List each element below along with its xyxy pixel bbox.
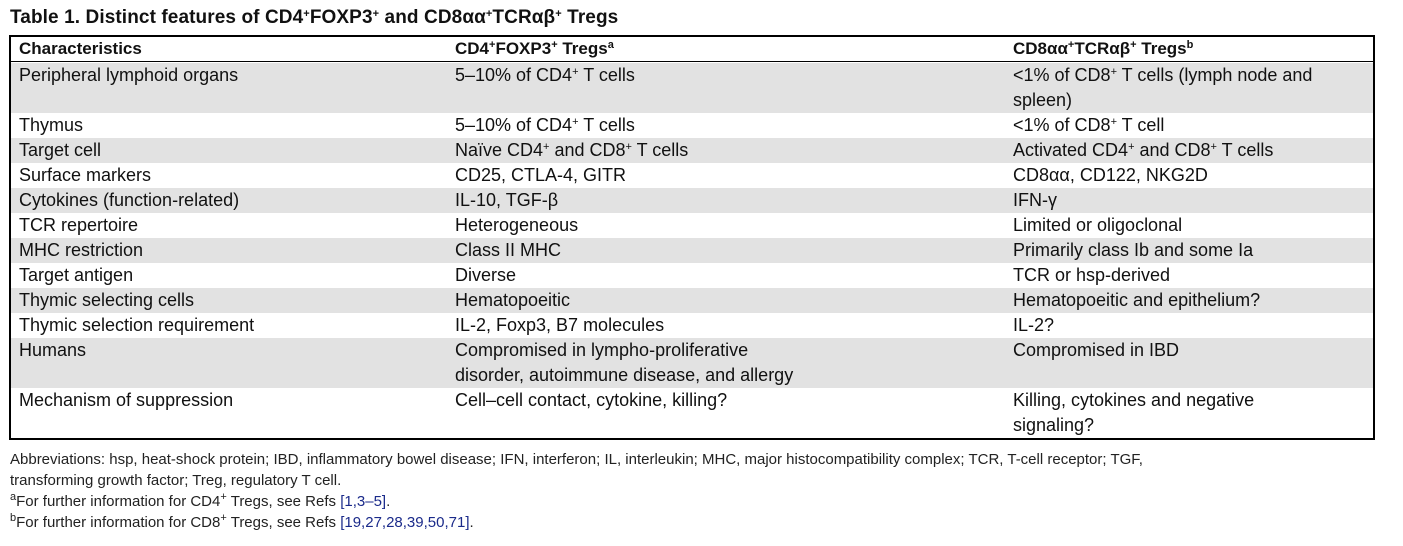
row-cd8-value: IL-2? (1013, 315, 1055, 335)
row-cd8-value: Limited or oligoclonal (1013, 215, 1183, 235)
row-cd4-value: Compromised in lympho-proliferative disor… (455, 340, 794, 385)
features-table: Characteristics CD4+FOXP3+ Tregsa CD8αα+… (9, 35, 1375, 440)
row-label: Humans (19, 340, 87, 360)
table-row: MHC restriction Class II MHC Primarily c… (11, 238, 1373, 263)
row-cd4-value: Diverse (455, 265, 517, 285)
row-cd4-value: IL-2, Foxp3, B7 molecules (455, 315, 665, 335)
row-label: TCR repertoire (19, 215, 139, 235)
table-row: Humans Compromised in lympho-proliferati… (11, 338, 1373, 388)
row-cd4-value: Class II MHC (455, 240, 562, 260)
table-row: Peripheral lymphoid organs 5–10% of CD4+… (11, 63, 1373, 113)
header-cd8-tregs: CD8αα+TCRαβ+ Tregsb (1013, 39, 1194, 58)
table-row: Thymic selection requirement IL-2, Foxp3… (11, 313, 1373, 338)
row-cd8-value: Primarily class Ib and some Ia (1013, 240, 1254, 260)
abbreviations-line-2: transforming growth factor; Treg, regula… (10, 472, 342, 489)
table-row: Thymus 5–10% of CD4+ T cells <1% of CD8+… (11, 113, 1373, 138)
abbreviations-line-1: Abbreviations: hsp, heat-shock protein; … (10, 451, 1143, 468)
row-cd4-value: Naïve CD4+ and CD8+ T cells (455, 140, 689, 160)
table-row: Surface markers CD25, CTLA-4, GITR CD8αα… (11, 163, 1373, 188)
row-label: MHC restriction (19, 240, 144, 260)
row-cd8-value: CD8αα, CD122, NKG2D (1013, 165, 1208, 185)
table-header-row: Characteristics CD4+FOXP3+ Tregsa CD8αα+… (11, 37, 1373, 62)
row-cd4-value: Cell–cell contact, cytokine, killing? (455, 390, 728, 410)
row-cd8-value: Compromised in IBD (1013, 340, 1180, 360)
table-footnotes: Abbreviations: hsp, heat-shock protein; … (10, 449, 1143, 533)
row-label: Cytokines (function-related) (19, 190, 240, 210)
refs-link-a[interactable]: [1,3–5] (340, 493, 387, 510)
row-label: Target antigen (19, 265, 134, 285)
row-cd8-value: TCR or hsp-derived (1013, 265, 1171, 285)
row-cd8-value: Killing, cytokines and negative signaling… (1013, 390, 1255, 435)
row-cd4-value: 5–10% of CD4+ T cells (455, 115, 635, 135)
table-title: Table 1. Distinct features of CD4+FOXP3+… (10, 7, 619, 28)
table-row: Cytokines (function-related) IL-10, TGF-… (11, 188, 1373, 213)
row-cd4-value: 5–10% of CD4+ T cells (455, 65, 635, 85)
row-cd4-value: Heterogeneous (455, 215, 579, 235)
row-label: Thymic selecting cells (19, 290, 195, 310)
row-label: Mechanism of suppression (19, 390, 234, 410)
row-cd8-value: Hematopoeitic and epithelium? (1013, 290, 1261, 310)
row-label: Surface markers (19, 165, 152, 185)
table-row: Target antigen Diverse TCR or hsp-derive… (11, 263, 1373, 288)
row-label: Peripheral lymphoid organs (19, 65, 239, 85)
footnote-a: aFor further information for CD4+ Tregs,… (10, 491, 391, 511)
table-row: Target cell Naïve CD4+ and CD8+ T cells … (11, 138, 1373, 163)
row-label: Thymus (19, 115, 84, 135)
row-cd8-value: Activated CD4+ and CD8+ T cells (1013, 140, 1274, 160)
row-cd8-value: IFN-γ (1013, 190, 1057, 210)
row-cd4-value: Hematopoeitic (455, 290, 571, 310)
header-cd4-tregs: CD4+FOXP3+ Tregsa (455, 39, 614, 58)
row-cd8-value: <1% of CD8+ T cells (lymph node and splee… (1013, 65, 1313, 110)
refs-link-b[interactable]: [19,27,28,39,50,71] (340, 514, 470, 531)
row-label: Thymic selection requirement (19, 315, 255, 335)
table-row: Thymic selecting cells Hematopoeitic Hem… (11, 288, 1373, 313)
row-cd8-value: <1% of CD8+ T cell (1013, 115, 1165, 135)
row-cd4-value: IL-10, TGF-β (455, 190, 559, 210)
row-cd4-value: CD25, CTLA-4, GITR (455, 165, 627, 185)
table-row: Mechanism of suppression Cell–cell conta… (11, 388, 1373, 438)
header-characteristics: Characteristics (19, 39, 142, 58)
footnote-b: bFor further information for CD8+ Tregs,… (10, 512, 474, 532)
table-row: TCR repertoire Heterogeneous Limited or … (11, 213, 1373, 238)
row-label: Target cell (19, 140, 102, 160)
